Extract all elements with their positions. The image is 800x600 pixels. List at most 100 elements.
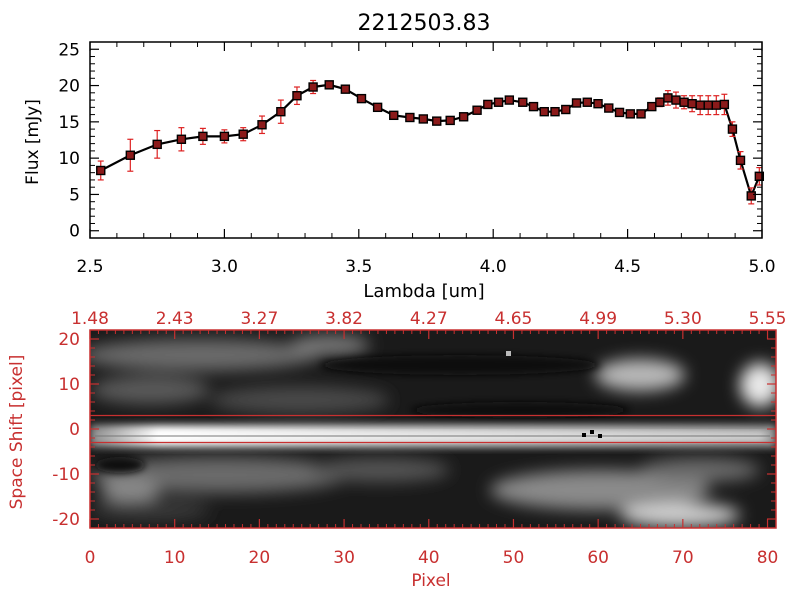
data-point [356,93,367,104]
data-point [176,134,187,144]
y-tick-label: -20 [52,510,80,530]
chart-title: 2212503.83 [358,11,491,36]
x-tick-label: 30 [333,548,355,568]
y-tick-label: -10 [52,465,80,485]
top-tick-label: 2.43 [156,309,194,329]
data-point [418,114,429,124]
x-axis-ticks: 0 10 20 30 40 50 60 70 80 [85,519,779,568]
y-tick-label: 10 [58,149,80,169]
top-tick-label: 4.27 [410,309,448,329]
x-tick-label: 2.5 [76,257,103,277]
y-axis-ticks: 20 10 0 -10 -20 [52,330,776,530]
data-point [571,98,582,108]
data-point [582,97,592,107]
data-point [493,97,504,107]
top-tick-label: 4.65 [495,309,533,329]
data-point [518,97,528,107]
data-point [238,129,248,139]
data-point [625,109,635,119]
spectrum-image [90,330,776,528]
y-tick-label: 0 [69,222,80,242]
x-tick-label: 40 [418,548,440,568]
y-tick-label: 15 [58,113,80,133]
top-tick-label: 1.48 [71,309,109,329]
y-tick-label: 20 [58,330,80,350]
data-point [614,107,625,118]
y-tick-label: 20 [58,77,80,97]
data-point [324,80,334,90]
x-tick-label: 5.0 [748,257,775,277]
data-point [528,101,539,112]
data-point [96,165,106,176]
data-point [679,97,689,107]
data-point [703,100,713,110]
data-point [372,102,383,113]
plot-frame [89,41,763,239]
data-point [472,105,482,115]
y-tick-label: 25 [58,40,80,60]
y-tick-label: 0 [69,420,80,440]
x-tick-label: 3.0 [211,257,238,277]
x-tick-label: 70 [672,548,694,568]
data-point [198,131,208,142]
data-point [432,116,442,126]
data-point [458,112,469,122]
top-tick-label: 3.27 [240,309,278,329]
data-point [550,106,560,117]
top-tick-label: 4.99 [579,309,617,329]
data-point [561,104,571,115]
data-point [746,191,756,201]
top-tick-label: 3.82 [325,309,363,329]
x-tick-label: 50 [503,548,525,568]
x-tick-label: 10 [164,548,186,568]
data-point [504,95,515,105]
data-point [276,106,286,117]
y-tick-label: 10 [58,375,80,395]
data-point [687,99,697,109]
x-axis-label: Pixel [411,571,450,591]
aperture-lines [90,414,776,444]
y-axis-label: Space Shift [pixel] [7,355,27,510]
x-tick-label: 4.0 [480,257,507,277]
data-point [292,91,302,101]
data-point [727,124,738,134]
data-point [711,100,722,110]
y-axis-label: Flux [mJy] [23,99,43,185]
data-point [405,112,415,123]
x-axis-ticks: 2.5 3.0 3.5 4.0 4.5 5.0 [76,42,776,277]
spectrum-image-plot: 0 10 20 30 40 50 60 70 80 20 10 0 -10 -20 1.48 2.43 3.… [7,309,786,591]
x-axis-label: Lambda [um] [363,281,484,302]
spectrum-marks [96,79,765,205]
data-point [389,110,399,121]
data-point [735,155,746,166]
data-point [445,115,455,126]
x-tick-label: 80 [757,548,779,568]
x-tick-label: 0 [85,548,96,568]
data-point [604,103,614,113]
data-point [539,106,549,117]
x-tick-label: 3.5 [345,257,372,277]
data-point [593,99,603,109]
data-point [647,101,657,112]
data-point [308,82,318,92]
top-tick-label: 5.55 [749,309,787,329]
y-axis-ticks: 0 5 10 15 20 25 [58,40,762,242]
data-point [125,150,136,160]
data-point [671,95,681,105]
data-point [152,139,162,150]
top-tick-label: 5.30 [664,309,702,329]
data-point [483,99,493,110]
spectrum-plot: 2212503.83 2.5 3.0 3.5 4.0 4.5 5.0 0 5 10 15 20 25… [23,11,776,302]
data-point [636,109,646,119]
data-point [655,97,665,107]
data-point [340,84,351,94]
data-point [719,99,730,110]
data-point [695,100,705,110]
x-tick-label: 4.5 [614,257,641,277]
x-tick-label: 60 [587,548,609,568]
x-tick-label: 20 [249,548,271,568]
wavelength-axis-ticks: 1.48 2.43 3.27 3.82 4.27 4.65 4.99 5.30 5.55 [71,309,786,339]
data-point [219,131,230,142]
data-point [257,120,267,130]
